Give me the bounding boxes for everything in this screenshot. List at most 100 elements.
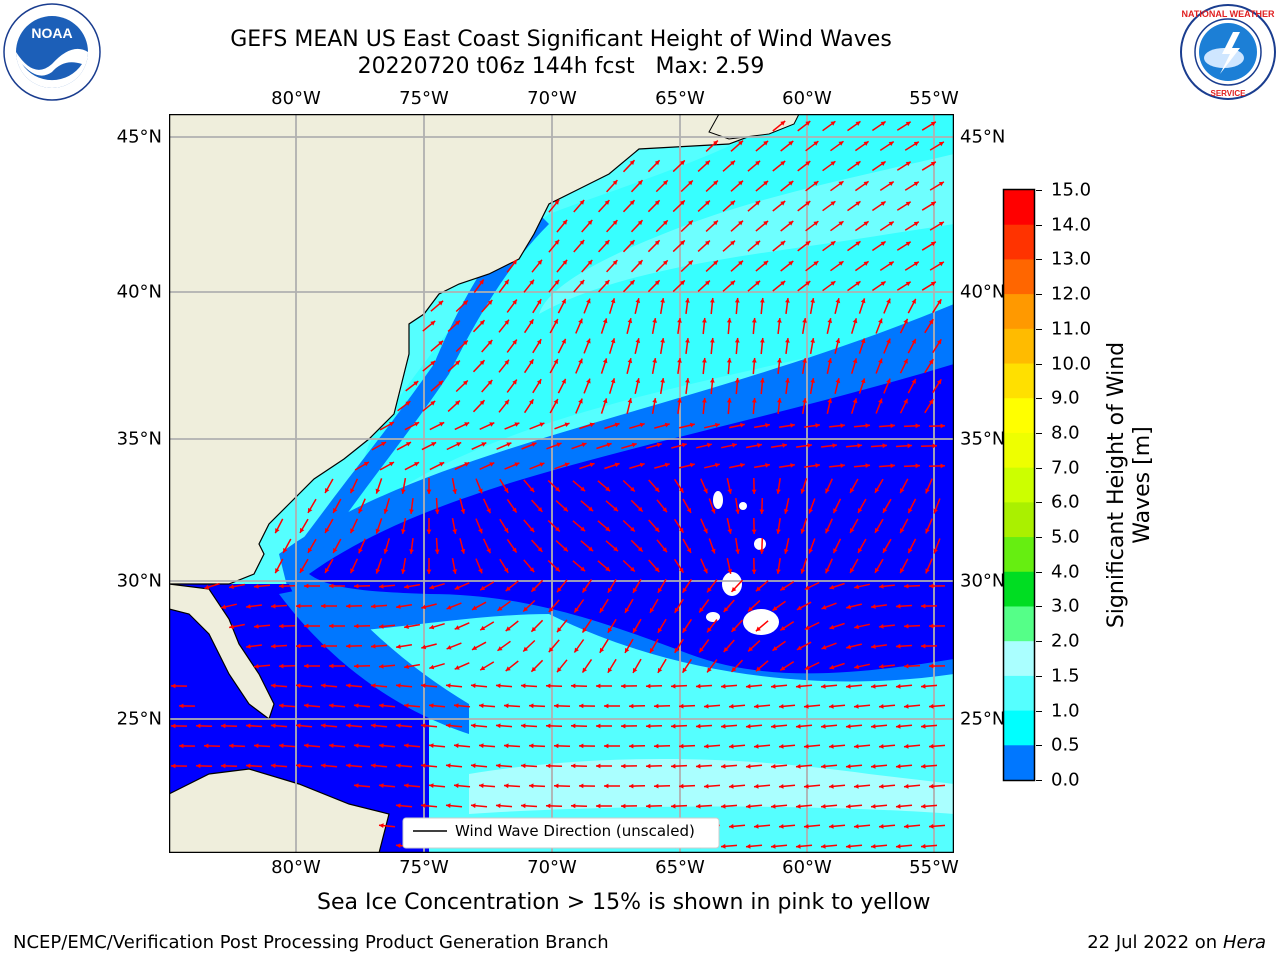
wave-arrow-head	[800, 528, 806, 534]
wave-arrow-head	[646, 763, 651, 769]
wave-arrow-head	[827, 358, 833, 363]
wave-arrow-head	[471, 683, 476, 689]
wave-arrow-head	[751, 398, 757, 403]
wave-arrow-head	[479, 400, 485, 405]
wave-arrow-head	[578, 318, 583, 324]
wave-arrow-head	[471, 723, 476, 729]
wave-arrow-head	[804, 744, 809, 749]
wave-arrow-head	[730, 240, 735, 246]
wave-arrow-head	[754, 703, 759, 709]
wave-arrow-head	[529, 399, 534, 405]
wave-arrow-head	[830, 201, 836, 206]
wave-arrow-head	[434, 549, 440, 554]
wave-arrow-head	[271, 603, 276, 609]
wave-arrow-head	[514, 462, 520, 467]
wave-arrow-head	[464, 422, 470, 427]
wave-arrow-head	[462, 380, 468, 386]
wave-arrow-head	[696, 763, 701, 769]
wave-arrow-head	[504, 359, 509, 365]
wave-arrow-head	[396, 803, 401, 808]
wave-arrow-head	[279, 663, 284, 669]
wave-arrow-head	[254, 743, 259, 749]
wave-arrow-head	[735, 549, 740, 554]
wave-arrow-head	[746, 763, 751, 769]
wave-arrow-head	[904, 743, 909, 749]
wave-arrow-head	[630, 566, 635, 572]
colorbar-segment	[1004, 294, 1034, 330]
wave-arrow-head	[865, 463, 870, 468]
wave-arrow-head	[454, 703, 459, 709]
wave-arrow-head	[796, 844, 801, 849]
wave-arrow-head	[580, 566, 586, 572]
wave-arrow-head	[279, 623, 284, 629]
title-line-1: GEFS MEAN US East Coast Significant Heig…	[230, 27, 892, 52]
wave-arrow-head	[504, 319, 509, 325]
wave-arrow-head	[677, 318, 682, 323]
wave-arrow-head	[846, 764, 851, 769]
wave-arrow-head	[363, 462, 369, 467]
wave-arrow-head	[629, 240, 635, 245]
wave-arrow-head	[688, 220, 693, 226]
wave-arrow-head	[446, 645, 452, 650]
wave-arrow-head	[929, 623, 934, 629]
wave-arrow-head	[196, 723, 201, 729]
wave-arrow-head	[780, 241, 786, 246]
wave-arrow-head	[688, 180, 693, 186]
arrow-legend	[402, 817, 720, 849]
wave-arrow-head	[679, 703, 684, 709]
wave-arrow-head	[487, 380, 493, 385]
wave-arrow-head	[896, 603, 901, 609]
wave-arrow-head	[937, 379, 942, 385]
wave-arrow-head	[713, 140, 718, 146]
wave-arrow-head	[401, 569, 406, 574]
wave-arrow-head	[521, 763, 526, 769]
wave-arrow-head	[580, 486, 586, 492]
wave-arrow-head	[631, 442, 637, 448]
wave-arrow-head	[751, 489, 757, 494]
wave-arrow-head	[905, 121, 911, 127]
wave-arrow-head	[254, 584, 259, 589]
colorbar-tick	[1036, 571, 1042, 573]
nodata-patch	[754, 538, 766, 550]
wave-arrow-head	[652, 318, 657, 323]
wave-arrow-head	[654, 240, 660, 246]
wave-arrow-head	[389, 462, 394, 467]
wave-arrow-head	[810, 378, 815, 383]
wave-arrow-head	[677, 358, 682, 363]
wave-arrow-head	[879, 624, 884, 629]
wave-arrow-head	[472, 605, 477, 610]
wave-arrow-head	[325, 568, 330, 573]
colorbar-segment	[1004, 224, 1034, 260]
wave-arrow-head	[434, 509, 440, 514]
wave-arrow-head	[546, 763, 551, 769]
wave-arrow-head	[938, 141, 944, 147]
wave-arrow-head	[536, 379, 542, 385]
wave-arrow-head	[546, 723, 551, 729]
wave-arrow-head	[578, 358, 583, 364]
wave-arrow-head	[671, 763, 676, 769]
wave-arrow-head	[838, 261, 844, 266]
wave-arrow-head	[562, 219, 568, 225]
wave-arrow-head	[610, 338, 616, 344]
wave-arrow-head	[627, 318, 633, 324]
wave-arrow-head	[496, 763, 501, 769]
wave-arrow-head	[863, 141, 869, 146]
wave-arrow-head	[882, 443, 887, 449]
wave-arrow-head	[472, 645, 477, 650]
wave-arrow-head	[930, 121, 936, 127]
colorbar-tick	[1036, 606, 1042, 608]
lon-tick-bottom: 65°W	[655, 857, 705, 878]
wave-arrow-head	[835, 378, 841, 384]
wave-arrow-head	[763, 260, 769, 266]
wave-arrow-head	[480, 625, 486, 631]
wave-arrow-head	[271, 763, 276, 769]
wave-arrow-head	[804, 704, 809, 709]
wave-arrow-head	[871, 644, 876, 649]
wave-arrow-head	[529, 527, 535, 533]
wave-arrow-head	[854, 824, 859, 829]
wave-arrow-head	[854, 624, 859, 630]
wave-arrow-head	[679, 200, 685, 206]
wave-arrow-head	[625, 647, 630, 653]
wave-arrow-head	[679, 743, 684, 749]
wave-arrow-head	[654, 200, 660, 206]
